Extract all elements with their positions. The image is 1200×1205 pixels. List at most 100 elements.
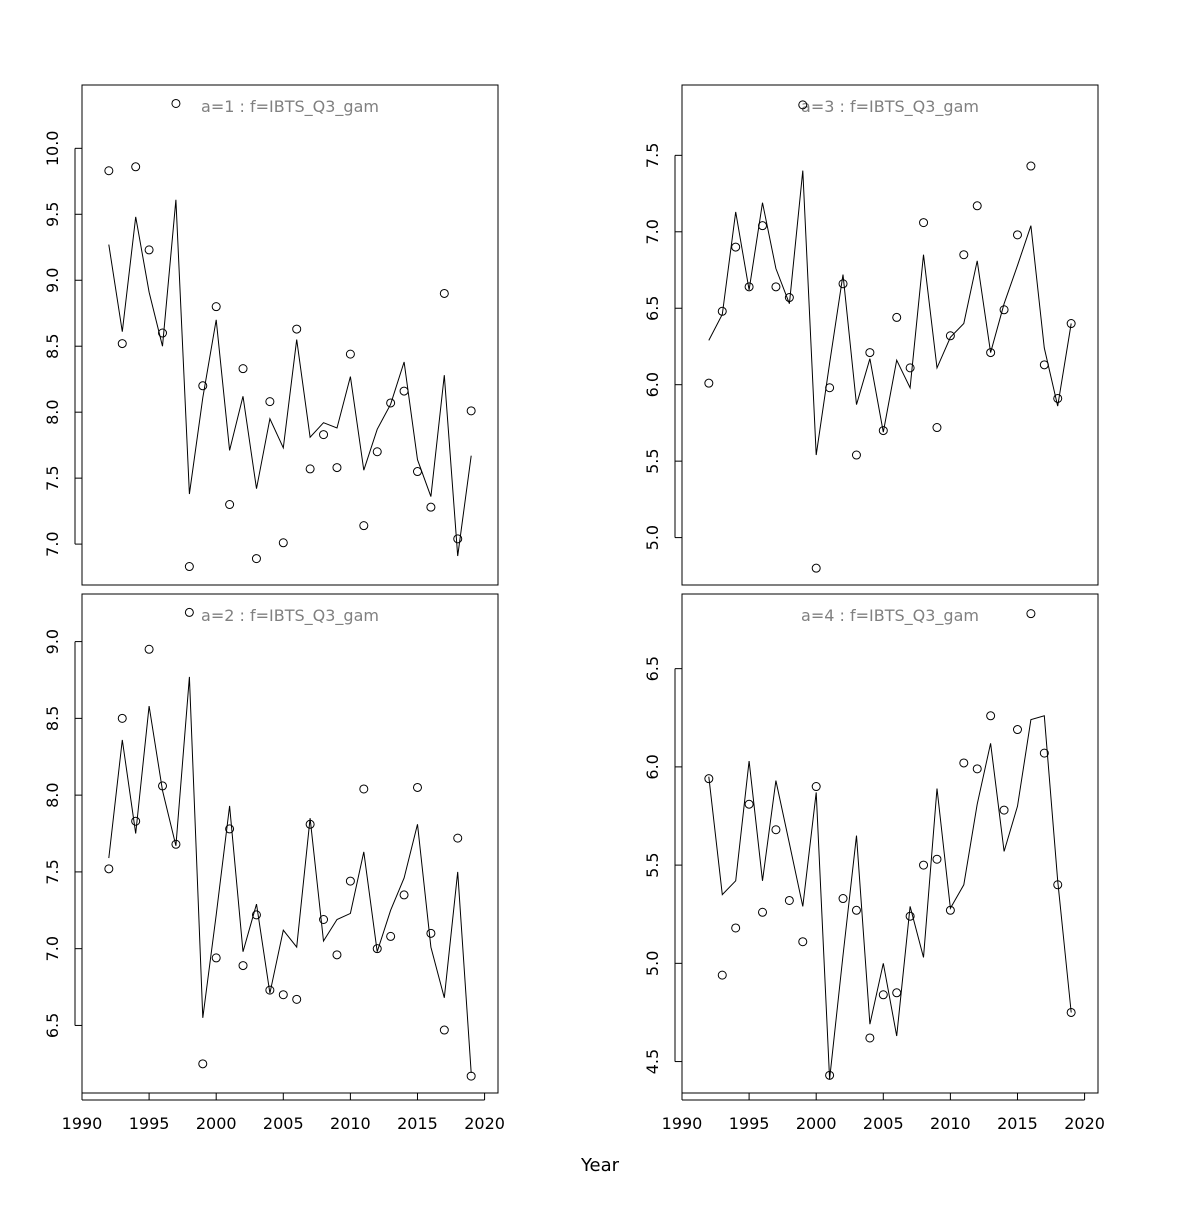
- y-tick-label: 8.5: [43, 333, 62, 358]
- data-point: [278, 990, 288, 1000]
- data-point: [359, 784, 369, 794]
- data-point: [878, 990, 888, 1000]
- data-point: [731, 923, 741, 933]
- y-tick-label: 5.5: [643, 448, 662, 473]
- plot-frame: [681, 593, 1099, 1094]
- data-point: [1053, 393, 1063, 403]
- data-point: [372, 447, 382, 457]
- data-point: [865, 1033, 875, 1043]
- data-point: [932, 423, 942, 433]
- data-point: [131, 816, 141, 826]
- data-point: [117, 713, 127, 723]
- data-point: [945, 331, 955, 341]
- x-tick-label: 2015: [997, 1114, 1038, 1133]
- data-point: [704, 378, 714, 388]
- data-point: [744, 799, 754, 809]
- data-point: [251, 910, 261, 920]
- data-point: [386, 398, 396, 408]
- panel-3: a=3 : f=IBTS_Q3_gam 5.0 5.5 6.0 6.5 7.0 7.5: [643, 84, 1099, 586]
- data-point: [131, 162, 141, 172]
- x-tick-label: 2005: [863, 1114, 904, 1133]
- data-point: [198, 381, 208, 391]
- data-point: [292, 324, 302, 334]
- data-point: [1066, 319, 1076, 329]
- data-point: [851, 905, 861, 915]
- y-tick-label: 4.5: [643, 1049, 662, 1074]
- data-point: [399, 386, 409, 396]
- data-point: [466, 1071, 476, 1081]
- data-point: [265, 985, 275, 995]
- data-point: [439, 1025, 449, 1035]
- data-point: [1039, 360, 1049, 370]
- data-point: [251, 554, 261, 564]
- data-point: [905, 363, 915, 373]
- data-point: [811, 563, 821, 573]
- data-point: [784, 293, 794, 303]
- data-point: [704, 774, 714, 784]
- data-point: [144, 245, 154, 255]
- data-point: [426, 928, 436, 938]
- data-point: [238, 364, 248, 374]
- data-point: [919, 218, 929, 228]
- data-point: [986, 348, 996, 358]
- x-tick-label: 2015: [397, 1114, 438, 1133]
- data-point: [1039, 748, 1049, 758]
- data-point: [825, 1070, 835, 1080]
- data-point: [225, 500, 235, 510]
- fitted-line: [108, 676, 472, 1074]
- y-tick-label: 6.5: [43, 1013, 62, 1038]
- y-tick-label: 5.0: [643, 951, 662, 976]
- data-point: [158, 328, 168, 338]
- x-tick-label: 2020: [1064, 1114, 1105, 1133]
- data-point: [292, 994, 302, 1004]
- data-point: [878, 426, 888, 436]
- plot-frame: [81, 593, 499, 1094]
- panel-title: a=4 : f=IBTS_Q3_gam: [801, 606, 979, 626]
- data-point: [225, 824, 235, 834]
- data-point: [892, 312, 902, 322]
- plot-frame: [81, 84, 499, 586]
- y-tick-label: 7.0: [643, 219, 662, 244]
- data-point: [919, 860, 929, 870]
- data-point: [211, 953, 221, 963]
- data-point: [959, 250, 969, 260]
- data-point: [104, 166, 114, 176]
- data-point: [771, 825, 781, 835]
- y-tick-label: 8.5: [43, 706, 62, 731]
- data-point: [1066, 1007, 1076, 1017]
- data-point: [717, 970, 727, 980]
- data-point: [426, 502, 436, 512]
- data-point: [184, 607, 194, 617]
- x-tick-label: 2010: [930, 1114, 971, 1133]
- y-tick-label: 9.5: [43, 202, 62, 227]
- y-tick-label: 5.5: [643, 852, 662, 877]
- panel-1: a=1 : f=IBTS_Q3_gam 7.0 7.5 8.0 8.5 9.0 9.5 10.…: [43, 84, 499, 586]
- data-point: [758, 221, 768, 231]
- data-point: [319, 915, 329, 925]
- y-tick-label: 7.5: [643, 143, 662, 168]
- data-point: [184, 562, 194, 572]
- data-point: [1012, 230, 1022, 240]
- data-point: [717, 306, 727, 316]
- panel-4: a=4 : f=IBTS_Q3_gam 4.5 5.0 5.5 6.0 6.5 1990 19…: [643, 593, 1105, 1133]
- data-point: [144, 644, 154, 654]
- data-point: [905, 911, 915, 921]
- data-point: [332, 463, 342, 473]
- data-point: [999, 305, 1009, 315]
- data-point: [838, 894, 848, 904]
- data-point: [198, 1059, 208, 1069]
- data-point: [117, 339, 127, 349]
- data-point: [158, 781, 168, 791]
- data-point: [453, 833, 463, 843]
- data-point: [278, 538, 288, 548]
- data-point: [439, 288, 449, 298]
- y-tick-label: 10.0: [43, 131, 62, 167]
- data-point: [238, 961, 248, 971]
- y-tick-label: 9.0: [43, 629, 62, 654]
- data-point: [744, 282, 754, 292]
- data-point: [932, 854, 942, 864]
- x-tick-label: 1995: [129, 1114, 170, 1133]
- data-point: [386, 931, 396, 941]
